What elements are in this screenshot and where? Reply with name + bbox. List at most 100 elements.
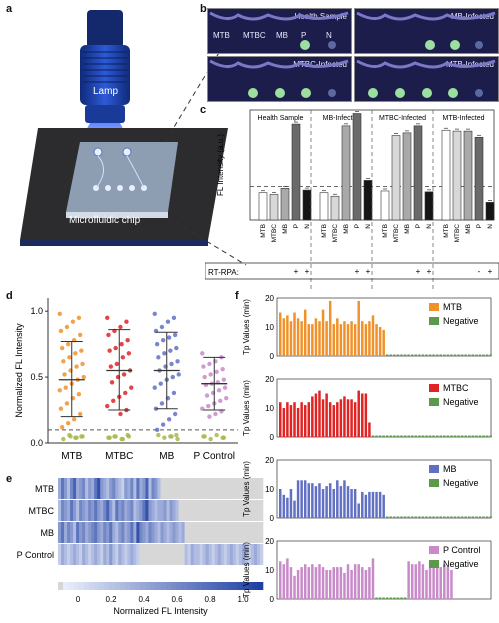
negative-bar <box>485 516 489 518</box>
colorbar-tick: 0.4 <box>138 595 150 604</box>
heatmap-cell <box>238 544 243 565</box>
colorbar-segment <box>88 582 95 590</box>
colorbar-tick: 0.2 <box>105 595 117 604</box>
heatmap-cell <box>103 500 107 521</box>
bar <box>371 315 375 356</box>
data-point <box>218 398 223 404</box>
data-point <box>105 403 110 409</box>
data-point <box>65 341 71 347</box>
negative-bar <box>439 354 442 356</box>
data-point <box>207 361 212 367</box>
negative-bar <box>382 435 385 437</box>
data-point <box>158 381 163 386</box>
negative-bar <box>450 516 453 518</box>
data-point <box>68 434 73 439</box>
heatmap-cell <box>145 544 149 565</box>
bar <box>332 405 335 437</box>
colorbar-segment <box>134 582 141 590</box>
bar <box>303 564 307 599</box>
negative-bar <box>418 516 421 518</box>
bar <box>375 324 378 356</box>
heatmap-cell <box>196 544 200 565</box>
colorbar-segment <box>201 582 207 590</box>
data-point <box>221 377 227 382</box>
data-point <box>61 359 66 364</box>
heatmap-cell <box>259 500 264 521</box>
heatmap-cell <box>190 500 194 521</box>
bar <box>428 567 432 599</box>
heatmap-cell <box>232 522 237 543</box>
heatmap-cell <box>226 522 231 543</box>
heatmap-cell <box>85 500 89 521</box>
data-point <box>77 411 83 417</box>
heatmap-cell <box>256 544 261 565</box>
negative-bar <box>400 354 403 356</box>
bar <box>336 402 339 437</box>
data-point <box>201 364 206 369</box>
heatmap-cell <box>76 500 80 521</box>
bar <box>296 480 300 518</box>
heatmap-cell <box>175 478 179 499</box>
heatmap-cell <box>247 544 252 565</box>
bar <box>325 486 328 518</box>
heatmap-cell <box>133 522 137 543</box>
y-tick-label: 0 <box>270 595 275 604</box>
tick-label: N <box>487 224 494 229</box>
y-axis-label: Tp Values (min) <box>242 380 251 436</box>
negative-bar <box>393 435 396 437</box>
data-point <box>59 345 65 351</box>
negative-bar <box>446 435 450 437</box>
heatmap-cell <box>124 522 128 543</box>
heatmap-cell <box>223 544 228 565</box>
bar <box>413 125 423 221</box>
heatmap-cell <box>241 522 246 543</box>
heatmap-cell <box>220 522 225 543</box>
bar <box>414 564 418 599</box>
data-point <box>221 435 227 440</box>
heatmap-cell <box>73 522 77 543</box>
negative-bar <box>482 354 485 356</box>
heatmap-cell <box>157 544 161 565</box>
heatmap-cell <box>178 500 182 521</box>
bar <box>368 567 371 599</box>
heatmap-cell <box>103 544 107 565</box>
colorbar-label: Normalized FL Intensity <box>113 606 208 616</box>
photo-caption: MB-Infected <box>450 12 494 21</box>
heatmap-cell <box>121 522 125 543</box>
heatmap-cell <box>166 522 170 543</box>
bar <box>363 180 373 221</box>
tick-label: MTB <box>321 224 328 238</box>
data-point <box>208 372 213 377</box>
y-axis-label: Tp Values (min) <box>242 299 251 355</box>
bar <box>321 399 325 437</box>
negative-bar <box>396 354 400 356</box>
panel-label-c: c <box>200 104 207 116</box>
heatmap-cell <box>232 478 237 499</box>
heatmap-cell <box>202 522 207 543</box>
heatmap-cell <box>229 544 234 565</box>
heatmap-cell <box>178 544 182 565</box>
negative-bar <box>460 435 464 437</box>
negative-bar <box>421 435 425 437</box>
heatmap-cell <box>160 544 164 565</box>
heatmap-cell <box>127 544 131 565</box>
heatmap-cell <box>82 478 86 499</box>
data-point <box>76 315 82 320</box>
legend-swatch <box>429 560 439 568</box>
heatmap-cell <box>163 500 167 521</box>
heatmap-cell <box>196 522 200 543</box>
tick-label: MTBC <box>271 224 278 243</box>
colorbar-segment <box>155 582 161 590</box>
bar <box>289 405 293 437</box>
bar <box>474 136 484 221</box>
bar <box>421 564 425 599</box>
bar <box>346 486 350 518</box>
heatmap-cell <box>247 500 252 521</box>
data-point <box>71 417 77 422</box>
colorbar-tick: 1.0 <box>237 595 249 604</box>
negative-bar <box>425 435 428 437</box>
bar <box>258 192 268 221</box>
colorbar-segment <box>99 582 105 590</box>
y-axis-label: Tp Values (min) <box>242 461 251 517</box>
bar <box>307 324 311 356</box>
